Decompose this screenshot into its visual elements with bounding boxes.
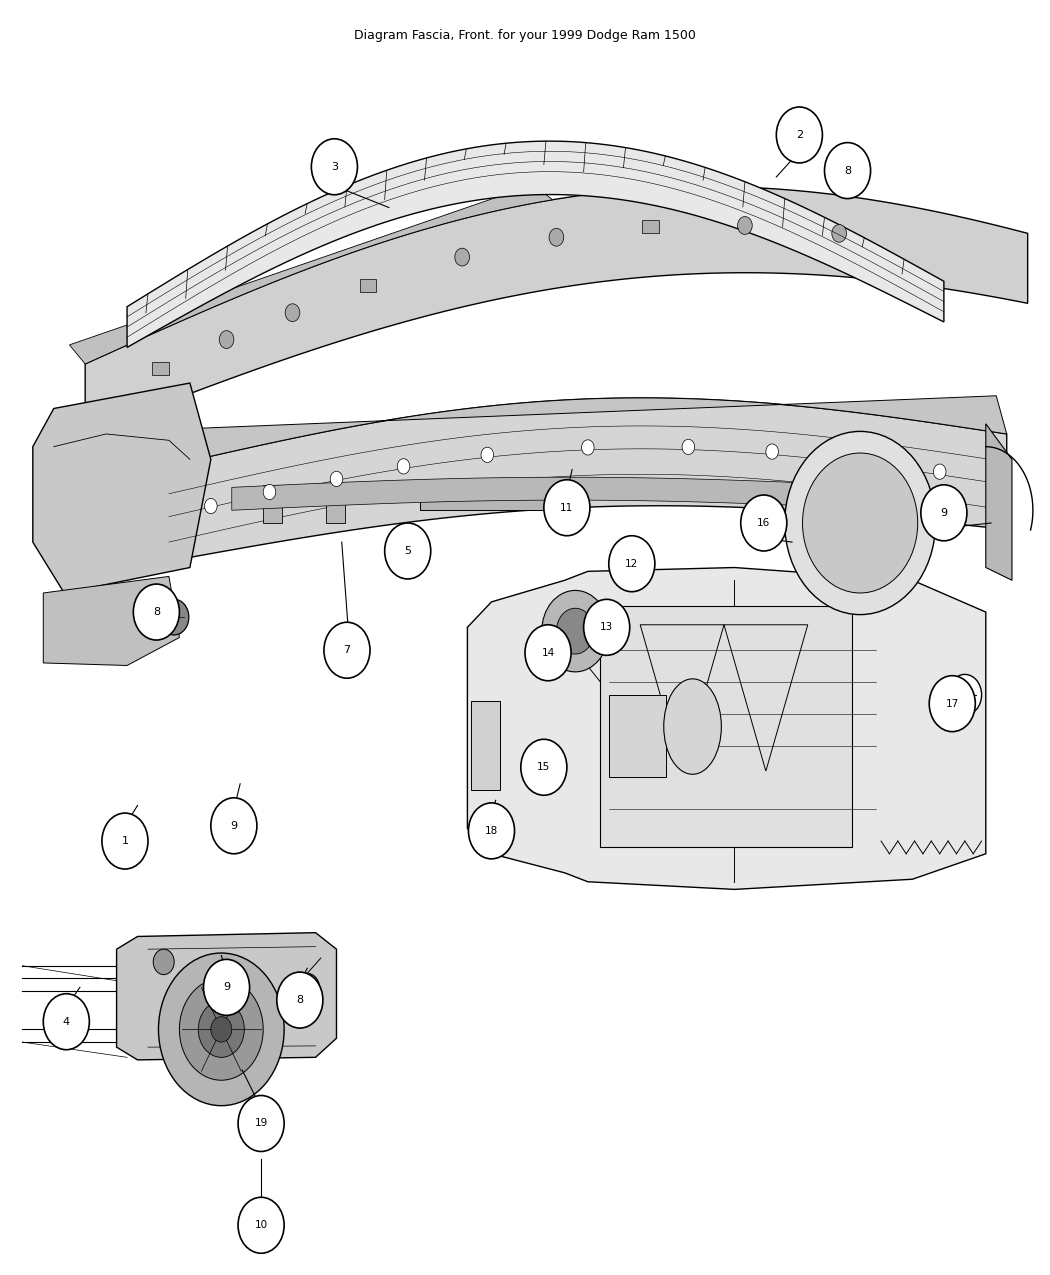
Text: 15: 15 — [538, 762, 550, 773]
Circle shape — [556, 608, 594, 654]
Circle shape — [929, 676, 975, 732]
Text: 18: 18 — [485, 826, 498, 836]
FancyBboxPatch shape — [152, 362, 169, 375]
Text: 3: 3 — [331, 162, 338, 172]
Polygon shape — [986, 423, 1012, 580]
Circle shape — [286, 303, 300, 321]
Polygon shape — [232, 477, 902, 510]
Circle shape — [849, 453, 862, 468]
FancyBboxPatch shape — [470, 701, 500, 790]
Circle shape — [455, 249, 469, 266]
Text: 8: 8 — [153, 607, 160, 617]
Text: 14: 14 — [542, 648, 554, 658]
Circle shape — [277, 972, 323, 1028]
Circle shape — [468, 803, 514, 859]
Circle shape — [159, 952, 285, 1105]
Circle shape — [238, 1095, 285, 1151]
Circle shape — [153, 949, 174, 974]
Text: 9: 9 — [941, 507, 947, 518]
Circle shape — [43, 993, 89, 1049]
Text: 9: 9 — [223, 982, 230, 992]
Circle shape — [312, 139, 357, 195]
Circle shape — [397, 459, 410, 474]
Circle shape — [765, 444, 778, 459]
FancyBboxPatch shape — [420, 482, 567, 510]
Text: 8: 8 — [844, 166, 852, 176]
Text: 5: 5 — [404, 546, 412, 556]
FancyBboxPatch shape — [359, 279, 376, 292]
FancyBboxPatch shape — [609, 695, 667, 778]
Text: 7: 7 — [343, 645, 351, 655]
Polygon shape — [33, 382, 211, 593]
Circle shape — [211, 798, 257, 854]
Text: 17: 17 — [946, 699, 959, 709]
Polygon shape — [43, 576, 180, 666]
Text: Diagram Fascia, Front. for your 1999 Dodge Ram 1500: Diagram Fascia, Front. for your 1999 Dod… — [354, 29, 696, 42]
Ellipse shape — [664, 678, 721, 774]
Circle shape — [330, 472, 342, 487]
Circle shape — [295, 973, 320, 1003]
Circle shape — [198, 1001, 245, 1057]
Circle shape — [737, 217, 752, 235]
FancyBboxPatch shape — [264, 484, 282, 523]
Circle shape — [324, 622, 370, 678]
Circle shape — [544, 479, 590, 536]
Circle shape — [133, 584, 180, 640]
Circle shape — [682, 440, 695, 454]
Circle shape — [211, 1016, 232, 1042]
Text: 2: 2 — [796, 130, 803, 140]
Circle shape — [525, 625, 571, 681]
Polygon shape — [117, 932, 336, 1060]
Circle shape — [336, 629, 361, 659]
FancyBboxPatch shape — [327, 484, 344, 523]
Circle shape — [521, 740, 567, 796]
Polygon shape — [153, 395, 1007, 465]
Circle shape — [205, 499, 217, 514]
Circle shape — [542, 590, 609, 672]
Circle shape — [582, 440, 594, 455]
Text: 19: 19 — [254, 1118, 268, 1128]
Text: 12: 12 — [625, 558, 638, 569]
Circle shape — [740, 495, 786, 551]
Circle shape — [584, 599, 630, 655]
Circle shape — [802, 453, 918, 593]
Circle shape — [219, 330, 234, 348]
Polygon shape — [127, 142, 944, 347]
Circle shape — [481, 448, 494, 463]
Circle shape — [824, 143, 870, 199]
Circle shape — [549, 228, 564, 246]
Circle shape — [784, 431, 936, 615]
Polygon shape — [169, 398, 1007, 561]
FancyBboxPatch shape — [601, 606, 852, 848]
Circle shape — [238, 1197, 285, 1253]
Polygon shape — [69, 185, 552, 363]
Text: 1: 1 — [122, 836, 128, 847]
Circle shape — [609, 536, 655, 592]
FancyBboxPatch shape — [643, 221, 659, 233]
Text: 8: 8 — [296, 994, 303, 1005]
Text: 10: 10 — [254, 1220, 268, 1230]
Circle shape — [832, 224, 846, 242]
Circle shape — [948, 674, 982, 715]
Circle shape — [204, 959, 250, 1015]
Polygon shape — [85, 186, 1028, 434]
Circle shape — [921, 484, 967, 541]
Circle shape — [933, 464, 946, 479]
Polygon shape — [467, 567, 986, 890]
Circle shape — [160, 599, 189, 635]
Text: 13: 13 — [600, 622, 613, 632]
Circle shape — [776, 107, 822, 163]
Circle shape — [384, 523, 430, 579]
Text: 4: 4 — [63, 1016, 70, 1026]
Circle shape — [102, 813, 148, 870]
Text: 16: 16 — [757, 518, 771, 528]
Text: 9: 9 — [230, 821, 237, 831]
Circle shape — [180, 978, 264, 1080]
Circle shape — [264, 484, 276, 500]
Text: 11: 11 — [561, 502, 573, 513]
